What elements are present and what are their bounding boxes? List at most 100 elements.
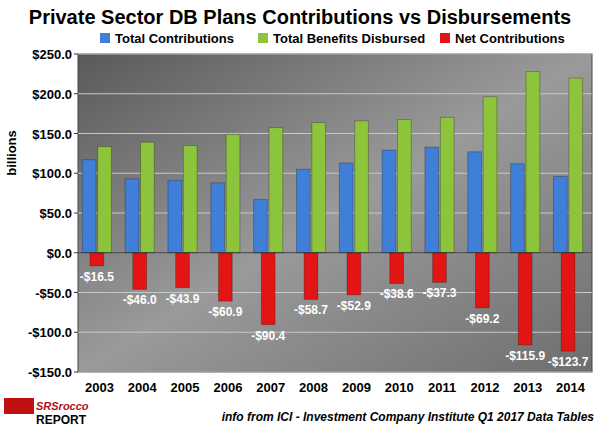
category-label: 2006 — [213, 380, 242, 395]
bar — [226, 134, 240, 252]
legend-swatch — [100, 33, 110, 43]
data-label: -$43.9 — [165, 292, 199, 306]
bar — [475, 253, 489, 308]
grid-line — [78, 332, 592, 333]
legend-entry: Total Benefits Disbursed — [273, 31, 425, 46]
grid-line — [78, 133, 592, 134]
bar — [269, 128, 283, 253]
bar — [98, 147, 112, 253]
tick — [74, 54, 78, 55]
tick-label: $250.0 — [32, 47, 72, 62]
logo-text: SRSrocco — [36, 400, 89, 412]
bars — [82, 72, 582, 352]
grid-line — [78, 252, 592, 253]
legend-entry: Net Contributions — [455, 31, 565, 46]
bar — [218, 253, 232, 301]
tick — [74, 173, 78, 174]
tick — [74, 213, 78, 214]
data-label: -$123.7 — [548, 355, 589, 369]
tick — [74, 133, 78, 134]
tick-label: $150.0 — [32, 127, 72, 142]
category-label: 2013 — [513, 380, 542, 395]
category-label: 2005 — [171, 380, 200, 395]
data-labels: -$16.5 -$46.0 -$43.9 -$60.9 -$90.4 -$58.7 -$52… — [80, 270, 589, 369]
bar — [261, 253, 275, 325]
tick-label: -$100.0 — [28, 325, 72, 340]
bar — [526, 72, 540, 253]
bar — [347, 253, 361, 295]
data-label: -$60.9 — [208, 305, 242, 319]
bar — [468, 152, 482, 253]
data-label: -$115.9 — [505, 349, 545, 363]
category-label: 2012 — [470, 380, 499, 395]
bar — [511, 164, 525, 253]
bar — [90, 253, 104, 266]
bar — [296, 169, 310, 252]
bar — [254, 199, 268, 252]
category-label: 2010 — [385, 380, 414, 395]
category-label: 2007 — [256, 380, 285, 395]
data-label: -$46.0 — [123, 293, 157, 307]
category-label: 2004 — [128, 380, 158, 395]
bar — [312, 123, 326, 253]
bar — [355, 121, 369, 253]
bar — [211, 183, 225, 253]
category-label: 2011 — [428, 380, 456, 395]
bar — [433, 253, 447, 283]
data-label: -$58.7 — [294, 303, 328, 317]
bar — [425, 147, 439, 253]
tick — [74, 252, 78, 253]
tick — [74, 372, 78, 373]
data-label: -$69.2 — [465, 312, 499, 326]
bar — [553, 176, 567, 252]
bar — [561, 253, 575, 351]
bar — [483, 97, 497, 253]
category-label: 2009 — [342, 380, 371, 395]
logo-text: REPORT — [36, 413, 87, 427]
logo-mark — [4, 398, 34, 414]
tick-label: $0.0 — [47, 246, 72, 261]
category-label: 2003 — [85, 380, 114, 395]
tick-label: -$150.0 — [28, 365, 72, 380]
data-label: -$90.4 — [251, 329, 285, 343]
bar — [125, 179, 139, 253]
tick-label: $50.0 — [39, 206, 72, 221]
data-label: -$16.5 — [80, 270, 114, 284]
bar — [569, 78, 583, 253]
category-label: 2014 — [556, 380, 586, 395]
legend-entry: Total Contributions — [115, 31, 234, 46]
bar — [390, 253, 404, 284]
grid-line — [78, 54, 592, 55]
bar — [141, 142, 155, 253]
tick-label: -$50.0 — [35, 286, 72, 301]
data-label: -$37.3 — [422, 286, 456, 300]
grid-line — [78, 372, 592, 373]
bar — [133, 253, 147, 290]
tick — [74, 292, 78, 293]
bar — [339, 163, 353, 253]
bar — [183, 146, 197, 253]
bar — [176, 253, 190, 288]
bar — [398, 120, 412, 253]
zero-line — [78, 252, 592, 253]
data-label: -$38.6 — [380, 287, 414, 301]
data-label: -$52.9 — [337, 299, 371, 313]
source-note: info from ICI - Investment Company Insti… — [222, 410, 595, 424]
bar — [82, 160, 96, 253]
bar — [304, 253, 318, 300]
tick — [74, 93, 78, 94]
legend-swatch — [258, 33, 268, 43]
plot-area — [78, 54, 592, 372]
tick-label: $200.0 — [32, 87, 72, 102]
bar — [518, 253, 532, 345]
title: Private Sector DB Plans Contributions vs… — [29, 6, 571, 28]
legend-swatch — [440, 33, 450, 43]
bar — [440, 117, 454, 252]
chart: Private Sector DB Plans Contributions vs… — [0, 0, 600, 431]
grid-line — [78, 93, 592, 94]
tick — [74, 332, 78, 333]
bar — [382, 150, 396, 253]
category-label: 2008 — [299, 380, 328, 395]
axis-label: billions — [4, 130, 19, 176]
tick-label: $100.0 — [32, 166, 72, 181]
